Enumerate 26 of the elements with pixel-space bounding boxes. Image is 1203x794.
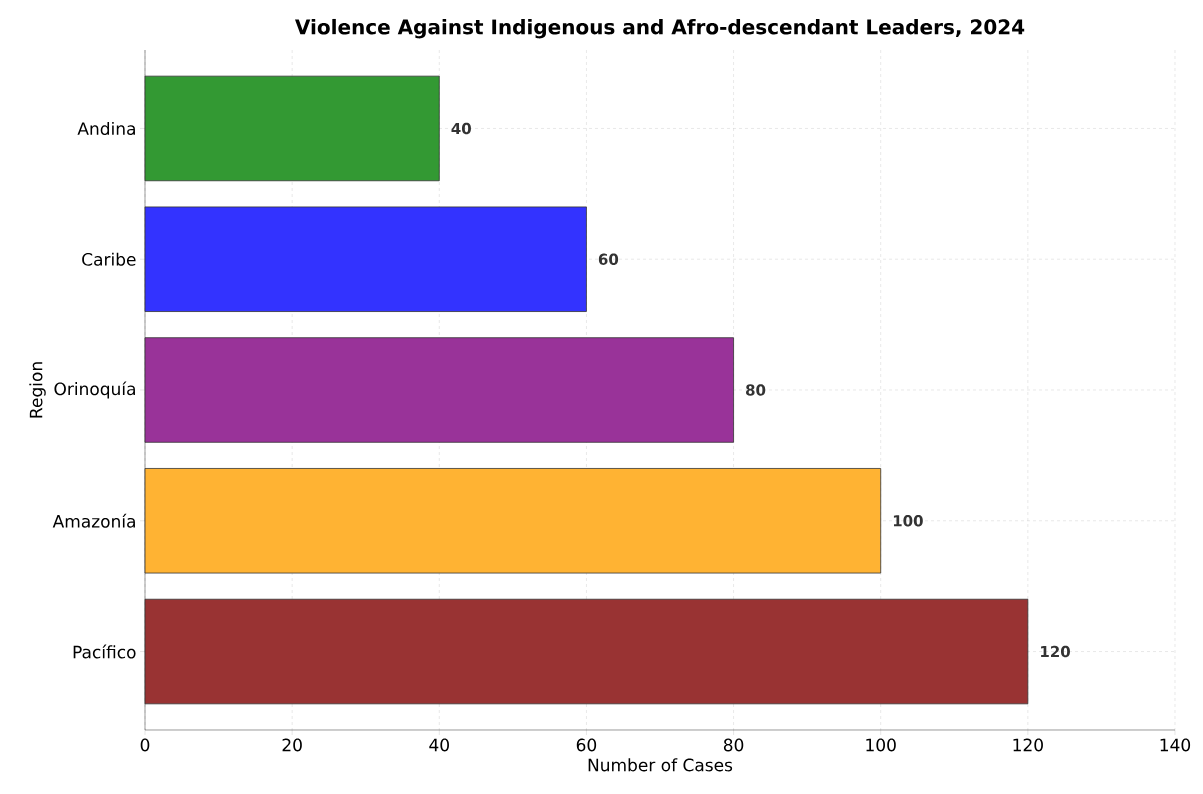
bar (144, 468, 882, 574)
chart-title: Violence Against Indigenous and Afro-descendant Leaders, 2024 (295, 18, 1025, 39)
x-tick-label: 120 (1013, 738, 1043, 752)
data-label: 100 (893, 515, 923, 527)
x-tick-label: 100 (866, 738, 896, 752)
bar (144, 206, 587, 312)
data-label: 60 (598, 253, 619, 265)
y-axis-title: Region (29, 362, 46, 418)
y-tick-label: Amazonía (52, 513, 135, 528)
x-axis-title: Number of Cases (588, 758, 733, 772)
y-tick-label: Caribe (82, 252, 136, 266)
x-tick-label: 60 (576, 738, 597, 752)
x-tick-label: 140 (1160, 738, 1191, 752)
bar (144, 75, 440, 182)
bar (144, 337, 734, 443)
bar (144, 598, 1029, 705)
y-tick-label: Andina (77, 121, 135, 136)
data-label: 40 (451, 122, 471, 135)
y-tick-label: Orinoquía (54, 381, 135, 399)
x-tick-label: 80 (723, 738, 744, 752)
x-tick-label: 40 (429, 738, 449, 752)
data-label: 80 (746, 384, 766, 396)
x-tick-label: 0 (140, 738, 150, 752)
data-label: 120 (1041, 645, 1070, 658)
x-tick-label: 20 (282, 738, 302, 752)
y-tick-label: Pacífico (73, 644, 136, 659)
